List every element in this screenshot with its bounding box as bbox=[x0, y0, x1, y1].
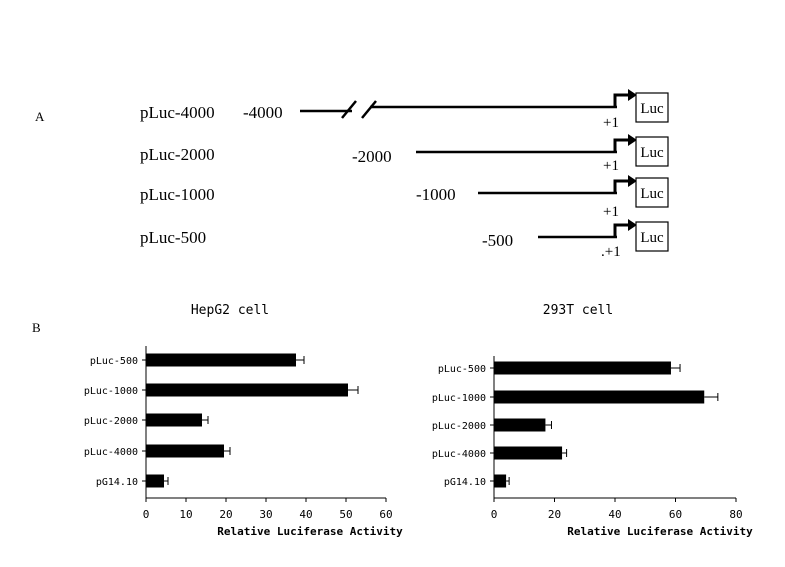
bar bbox=[146, 474, 164, 488]
x-tick-label: 20 bbox=[548, 508, 561, 521]
construct-row: pLuc-1000 -1000 Luc +1 bbox=[140, 175, 669, 220]
x-tick-label: 60 bbox=[669, 508, 682, 521]
bar bbox=[494, 418, 546, 432]
promoter-construct-diagram: A pLuc-4000 -4000 Luc +1 pLuc-2000 -2000… bbox=[35, 89, 669, 260]
bar bbox=[494, 474, 507, 488]
category-label: pLuc-4000 bbox=[84, 447, 138, 458]
construct-name: pLuc-500 bbox=[140, 228, 206, 247]
tss-label: +1 bbox=[603, 158, 619, 174]
category-label: pLuc-2000 bbox=[84, 416, 138, 427]
tss-arrow bbox=[613, 138, 628, 151]
panel-a-label: A bbox=[35, 109, 45, 124]
category-label: pG14.10 bbox=[444, 477, 486, 488]
luciferase-box bbox=[635, 136, 669, 167]
construct-start-position: -500 bbox=[482, 231, 513, 250]
category-label: pLuc-500 bbox=[90, 356, 138, 367]
293t-bar-chart: 293T cell 0 20 40 60 80 pLuc-500 pLuc-1000 pLuc-… bbox=[432, 303, 753, 538]
bar bbox=[146, 353, 296, 367]
x-tick-label: 40 bbox=[608, 508, 621, 521]
x-tick-label: 0 bbox=[143, 508, 150, 521]
category-label: pLuc-1000 bbox=[432, 393, 486, 404]
construct-name: pLuc-4000 bbox=[140, 103, 215, 122]
x-tick-label: 40 bbox=[299, 508, 312, 521]
construct-row: pLuc-2000 -2000 Luc +1 bbox=[140, 134, 669, 174]
break-mark bbox=[361, 100, 377, 119]
chart-title: 293T cell bbox=[543, 303, 613, 318]
bar bbox=[146, 383, 348, 397]
category-label: pLuc-1000 bbox=[84, 386, 138, 397]
bar bbox=[146, 413, 202, 427]
tss-arrowhead bbox=[628, 89, 637, 101]
x-tick-label: 60 bbox=[379, 508, 392, 521]
construct-start-position: -4000 bbox=[243, 103, 283, 122]
x-tick-label: 10 bbox=[179, 508, 192, 521]
category-label: pLuc-500 bbox=[438, 364, 486, 375]
category-label: pLuc-2000 bbox=[432, 421, 486, 432]
bar bbox=[146, 444, 224, 458]
category-label: pLuc-4000 bbox=[432, 449, 486, 460]
luciferase-label: Luc bbox=[640, 101, 664, 117]
construct-name: pLuc-2000 bbox=[140, 145, 215, 164]
tss-label: +1 bbox=[603, 115, 619, 131]
tss-arrowhead bbox=[628, 219, 637, 231]
tss-label: .+1 bbox=[601, 244, 621, 260]
panel-b-label: B bbox=[32, 320, 41, 335]
luciferase-label: Luc bbox=[640, 186, 664, 202]
tss-arrow bbox=[613, 93, 628, 106]
bar bbox=[494, 446, 563, 460]
luciferase-box bbox=[635, 92, 669, 123]
break-mark bbox=[341, 100, 357, 119]
construct-name: pLuc-1000 bbox=[140, 185, 215, 204]
tss-arrow bbox=[613, 179, 628, 192]
x-tick-label: 80 bbox=[729, 508, 742, 521]
x-axis-label: Relative Luciferase Activity bbox=[217, 525, 403, 538]
chart-title: HepG2 cell bbox=[191, 303, 269, 318]
construct-start-position: -1000 bbox=[416, 185, 456, 204]
tss-arrow bbox=[613, 223, 628, 236]
luciferase-box bbox=[635, 221, 669, 252]
tss-arrowhead bbox=[628, 134, 637, 146]
category-label: pG14.10 bbox=[96, 477, 138, 488]
x-tick-label: 0 bbox=[491, 508, 498, 521]
bar bbox=[494, 390, 705, 404]
tss-label: +1 bbox=[603, 204, 619, 220]
luciferase-label: Luc bbox=[640, 230, 664, 246]
hepg2-bar-chart: HepG2 cell 0 10 20 30 40 50 60 pLuc-500 pLuc-1000… bbox=[84, 303, 403, 538]
x-tick-label: 50 bbox=[339, 508, 352, 521]
construct-row: pLuc-500 -500 Luc .+1 bbox=[140, 219, 669, 260]
x-axis-label: Relative Luciferase Activity bbox=[567, 525, 753, 538]
construct-row: pLuc-4000 -4000 Luc +1 bbox=[140, 89, 669, 131]
x-tick-label: 30 bbox=[259, 508, 272, 521]
luciferase-box bbox=[635, 177, 669, 208]
bar bbox=[494, 361, 671, 375]
tss-arrowhead bbox=[628, 175, 637, 187]
luciferase-label: Luc bbox=[640, 145, 664, 161]
construct-start-position: -2000 bbox=[352, 147, 392, 166]
x-tick-label: 20 bbox=[219, 508, 232, 521]
